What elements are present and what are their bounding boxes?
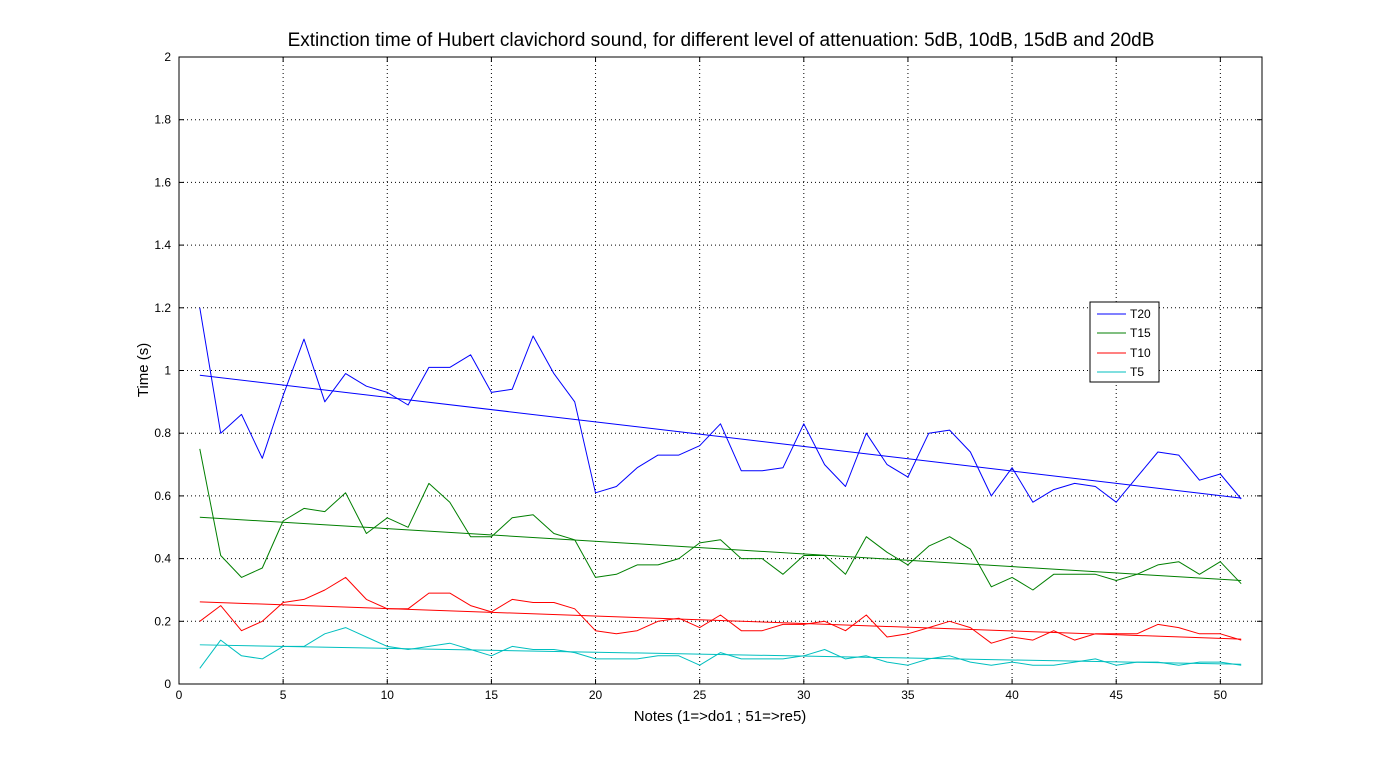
y-axis-label: Time (s): [135, 343, 152, 397]
legend-label-t5: T5: [1130, 365, 1144, 379]
legend-label-t10: T10: [1130, 346, 1151, 360]
y-tick-label: 1.2: [154, 301, 171, 315]
x-tick-label: 0: [176, 688, 183, 702]
y-tick-label: 0.2: [154, 614, 171, 628]
series-line-t5: [199, 627, 1242, 669]
chart-title: Extinction time of Hubert clavichord sou…: [288, 30, 1155, 51]
grid: [179, 57, 1262, 684]
ticks: 0 5 10 15 20 25 30 35 40 45 50 0 0.2 0.4 0.6 0.8 1 1.2 1.4…: [154, 50, 1262, 702]
series-line-t20: [199, 307, 1242, 503]
series-line-t10: [199, 576, 1242, 644]
x-tick-label: 25: [693, 688, 707, 702]
legend-label-t15: T15: [1130, 326, 1151, 340]
series-layer: [199, 307, 1242, 669]
y-tick-label: 1.8: [154, 113, 171, 127]
y-tick-label: 0.8: [154, 426, 171, 440]
x-tick-label: 15: [485, 688, 499, 702]
legend-box: [1089, 301, 1160, 383]
x-tick-label: 5: [280, 688, 287, 702]
y-tick-label: 0.6: [154, 489, 171, 503]
x-tick-label: 10: [381, 688, 395, 702]
trend-line-t5: [199, 644, 1242, 665]
trend-line-t10: [199, 601, 1242, 640]
x-tick-label: 30: [797, 688, 811, 702]
x-tick-label: 45: [1110, 688, 1124, 702]
y-tick-label: 2: [164, 50, 171, 64]
trend-line-t15: [199, 516, 1242, 582]
y-tick-label: 1: [164, 364, 171, 378]
x-tick-label: 40: [1005, 688, 1019, 702]
legend-label-t20: T20: [1130, 307, 1151, 321]
y-tick-label: 0.4: [154, 552, 171, 566]
x-tick-label: 20: [589, 688, 603, 702]
x-axis-label: Notes (1=>do1 ; 51=>re5): [634, 708, 807, 725]
trend-line-t20: [199, 374, 1242, 499]
x-tick-label: 50: [1214, 688, 1228, 702]
legend: T20 T15 T10 T5: [1089, 301, 1160, 383]
x-tick-label: 35: [901, 688, 915, 702]
y-tick-label: 0: [164, 677, 171, 691]
y-tick-label: 1.4: [154, 238, 171, 252]
y-tick-label: 1.6: [154, 175, 171, 189]
